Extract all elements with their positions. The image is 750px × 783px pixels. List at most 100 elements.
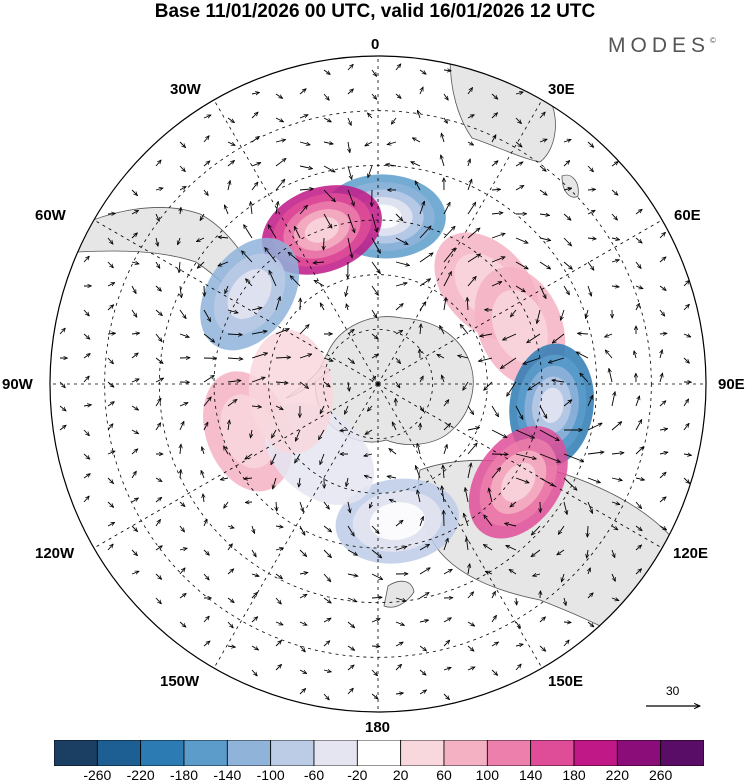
wind-vector-arrow-icon (251, 592, 258, 599)
wind-vector-arrow-icon (201, 470, 204, 479)
wind-vector-arrow-icon (251, 377, 265, 383)
wind-vector-arrow-icon (251, 182, 258, 191)
wind-vector-arrow-icon (659, 232, 665, 239)
wind-vector-arrow-icon (340, 430, 349, 431)
wind-vector-arrow-icon (299, 165, 313, 169)
wind-vector-arrow-icon (443, 569, 452, 575)
meridian-line (93, 219, 379, 385)
wind-vector-arrow-icon (563, 188, 572, 190)
meridian-line (377, 219, 663, 385)
wind-vector-arrow-icon (415, 466, 421, 479)
wind-vector-arrow-icon (441, 375, 444, 383)
wind-vector-arrow-icon (299, 572, 308, 574)
wind-vector-arrow-icon (563, 237, 572, 246)
wind-vector-arrow-icon (419, 544, 429, 551)
wind-vector-arrow-icon (275, 357, 291, 358)
wind-vector-arrow-icon (203, 641, 210, 647)
colorbar-swatch (226, 740, 272, 766)
lon-label-90w: 90W (2, 376, 33, 393)
wind-vector-arrow-icon (275, 329, 289, 335)
wind-vector-arrow-icon (365, 141, 373, 146)
wind-vector-arrow-icon (659, 497, 666, 503)
wind-vector-arrow-icon (227, 646, 235, 647)
wind-vector-arrow-icon (395, 64, 401, 71)
wind-vector-arrow-icon (387, 476, 397, 478)
wind-vector-arrow-icon (344, 405, 349, 414)
wind-vector-arrow-icon (320, 453, 325, 465)
wind-vector-arrow-icon (225, 285, 229, 294)
wind-vector-arrow-icon (391, 422, 397, 431)
colorbar-swatch (616, 740, 662, 766)
wind-vector-arrow-icon (348, 501, 350, 513)
wind-vector-arrow-icon (395, 261, 410, 266)
wind-vector-arrow-icon (443, 444, 447, 455)
wind-vector-arrow-icon (347, 645, 355, 650)
colorbar-swatch (96, 740, 142, 766)
wind-vector-arrow-icon (491, 93, 498, 99)
wind-vector-arrow-icon (491, 233, 505, 239)
wind-vector-arrow-icon (83, 353, 90, 359)
wind-vector-arrow-icon (635, 286, 643, 289)
wind-vector-arrow-icon (395, 597, 406, 601)
wind-vector-arrow-icon (107, 333, 115, 334)
wind-vector-arrow-icon (251, 331, 267, 335)
colorbar-tick-label: -220 (126, 767, 155, 783)
wind-vector-arrow-icon (467, 666, 475, 670)
wind-vector-arrow-icon (371, 93, 377, 99)
colorbar-swatch (660, 740, 704, 766)
wind-vector-arrow-icon (203, 309, 211, 322)
wind-vector-arrow-icon (491, 113, 498, 119)
wind-vector-arrow-icon (539, 477, 554, 486)
wind-vector-arrow-icon (548, 357, 565, 363)
wind-vector-arrow-icon (347, 165, 352, 179)
wind-vector-arrow-icon (515, 644, 523, 646)
wind-vector-arrow-icon (539, 112, 545, 119)
anomaly-contour (248, 329, 334, 454)
wind-vector-arrow-icon (299, 381, 309, 388)
brand-text: MODES (608, 34, 711, 57)
wind-vector-arrow-icon (245, 453, 253, 459)
anomaly-contour (492, 289, 548, 364)
wind-vector-arrow-icon (539, 261, 551, 269)
wind-vector-arrow-icon (179, 568, 185, 575)
wind-vector-arrow-icon (155, 477, 162, 482)
wind-vector-arrow-icon (527, 333, 541, 343)
wind-vector-arrow-icon (299, 669, 307, 674)
colorbar-tick-label: 60 (436, 767, 452, 783)
lat-lon-grid (50, 56, 706, 712)
wind-vector-arrow-icon (660, 350, 662, 359)
wind-vector-arrow-icon (491, 615, 496, 623)
wind-vector-arrow-icon (419, 568, 430, 575)
wind-vector-arrow-icon (107, 522, 115, 527)
wind-vector-arrow-icon (155, 188, 163, 190)
wind-vector-arrow-icon (348, 141, 350, 153)
wind-vector-arrow-icon (515, 429, 535, 439)
wind-vector-arrow-icon (395, 693, 403, 694)
wind-vector-arrow-icon (368, 165, 373, 178)
wind-vector-arrow-icon (83, 333, 90, 339)
wind-vector-arrow-icon (371, 619, 380, 623)
wind-vector-arrow-icon (539, 285, 547, 299)
wind-vector-arrow-icon (371, 646, 380, 647)
wind-vector-arrow-icon (491, 405, 499, 417)
wind-vector-arrow-icon (371, 69, 377, 76)
wind-vector-arrow-icon (347, 574, 358, 576)
wind-vector-arrow-icon (323, 237, 324, 250)
wind-vector-arrow-icon (419, 279, 431, 287)
wind-vector-arrow-icon (347, 89, 353, 95)
wind-vector-arrow-icon (491, 161, 498, 167)
wind-vector-arrow-icon (478, 357, 493, 361)
wind-vector-arrow-icon (467, 443, 477, 455)
anomaly-contour (501, 462, 536, 502)
wind-vector-arrow-icon (509, 569, 517, 575)
colorbar-tick-label: -20 (347, 767, 368, 783)
wind-vector-arrow-icon (371, 597, 382, 598)
wind-vector-arrow-icon (323, 357, 333, 361)
wind-vector-arrow-icon (347, 688, 353, 695)
wind-vector-arrow-icon (587, 452, 604, 454)
wind-vector-arrow-icon (507, 381, 517, 396)
wind-vector-arrow-icon (491, 135, 496, 143)
wind-vector-arrow-icon (299, 549, 307, 557)
map-boundary (49, 55, 707, 713)
wind-vector-arrow-icon (299, 89, 306, 95)
